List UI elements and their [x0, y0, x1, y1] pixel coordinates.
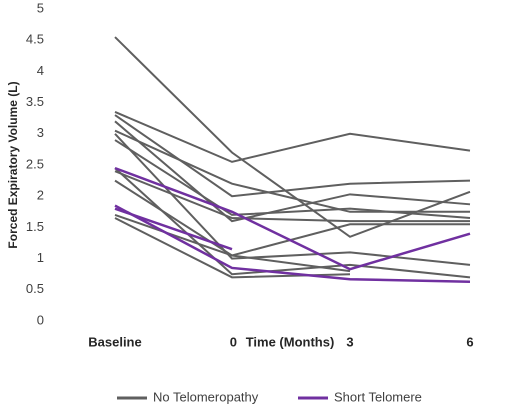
series-line: [114, 207, 233, 251]
series-line: [114, 114, 471, 198]
x-tick-label: Baseline: [88, 334, 141, 349]
y-axis-label: Forced Expiratory Volume (L): [6, 81, 20, 248]
y-tick-label: 0.5: [26, 281, 44, 296]
y-tick-label: 2: [37, 188, 44, 203]
series-line: [114, 213, 351, 273]
y-tick-label: 0: [37, 312, 44, 327]
series-line: [114, 133, 471, 266]
y-tick-label: 3.5: [26, 94, 44, 109]
x-axis-label: Time (Months): [246, 334, 335, 349]
y-tick-label: 4.5: [26, 32, 44, 47]
series-line: [114, 129, 470, 213]
y-tick-label: 5: [37, 0, 44, 15]
legend-label: No Telomeropathy: [153, 389, 259, 404]
series-line: [114, 36, 471, 238]
x-tick-label: 3: [346, 334, 353, 349]
x-tick-label: 0: [230, 334, 237, 349]
y-tick-label: 1: [37, 250, 44, 265]
legend-label: Short Telomere: [334, 389, 422, 404]
y-tick-label: 1.5: [26, 219, 44, 234]
y-tick-label: 2.5: [26, 156, 44, 171]
series-line: [114, 111, 471, 163]
series-line: [114, 204, 471, 283]
series-line: [114, 167, 471, 279]
series-line: [114, 166, 471, 271]
y-tick-label: 4: [37, 63, 44, 78]
series-line: [114, 120, 471, 223]
series-line: [114, 170, 470, 223]
x-tick-label: 6: [466, 334, 473, 349]
y-tick-label: 3: [37, 125, 44, 140]
